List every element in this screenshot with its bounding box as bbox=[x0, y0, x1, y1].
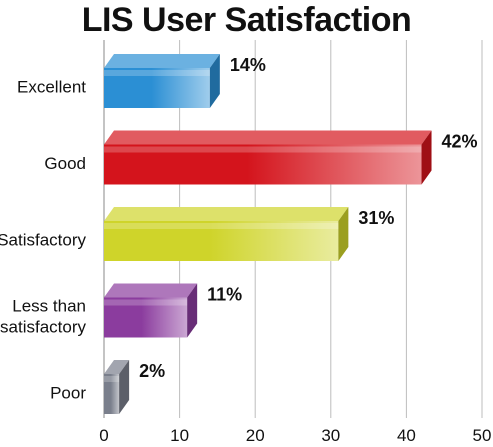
category-label-3-line-0: Less than bbox=[12, 296, 86, 315]
category-label-0: Excellent bbox=[17, 77, 86, 96]
value-label-1: 42% bbox=[442, 131, 478, 151]
bar-front-face bbox=[104, 297, 188, 338]
bar-highlight bbox=[104, 70, 210, 76]
bar-highlight bbox=[104, 299, 188, 306]
value-label-2: 31% bbox=[358, 208, 394, 228]
bar-side-face bbox=[119, 360, 130, 414]
bar-top-face bbox=[104, 54, 220, 68]
bar-highlight bbox=[104, 223, 339, 229]
value-label-3: 11% bbox=[207, 284, 242, 304]
bar-poor bbox=[104, 360, 130, 414]
x-tick-label-40: 40 bbox=[397, 426, 416, 445]
bar-top-face bbox=[104, 283, 198, 298]
bar-highlight bbox=[104, 146, 422, 153]
bar-top-face bbox=[104, 130, 432, 145]
bar-front-face bbox=[104, 144, 422, 185]
bar-good bbox=[104, 130, 432, 185]
bar-layer bbox=[104, 54, 432, 414]
bar-satisfactory bbox=[104, 207, 349, 261]
x-tick-label-20: 20 bbox=[246, 426, 265, 445]
value-label-4: 2% bbox=[139, 361, 165, 381]
x-tick-label-10: 10 bbox=[170, 426, 189, 445]
bar-side-face bbox=[338, 207, 349, 261]
bar-top-face bbox=[104, 360, 130, 374]
category-label-4: Poor bbox=[50, 383, 86, 402]
bar-front-face bbox=[104, 374, 120, 414]
bar-front-face bbox=[104, 221, 339, 261]
bar-highlight bbox=[104, 376, 120, 382]
x-tick-label-0: 0 bbox=[99, 426, 108, 445]
category-label-2: Satisfactory bbox=[0, 230, 86, 249]
bar-less-than-satisfactory bbox=[104, 283, 198, 338]
x-tick-label-30: 30 bbox=[321, 426, 340, 445]
bar-side-face bbox=[421, 130, 432, 185]
category-label-3-line-1: satisfactory bbox=[0, 317, 86, 336]
bar-side-face bbox=[209, 54, 220, 108]
value-label-0: 14% bbox=[230, 55, 266, 75]
x-tick-label-50: 50 bbox=[473, 426, 492, 445]
category-label-1: Good bbox=[44, 154, 86, 173]
bar-side-face bbox=[187, 283, 198, 338]
bar-top-face bbox=[104, 207, 349, 221]
chart-title: LIS User Satisfaction bbox=[81, 1, 412, 39]
bar-front-face bbox=[104, 68, 210, 108]
bar-excellent bbox=[104, 54, 220, 108]
label-layer: 0 10 20 30 40 50 14% Excellent 42% Good 31% Satisfa… bbox=[0, 55, 491, 445]
